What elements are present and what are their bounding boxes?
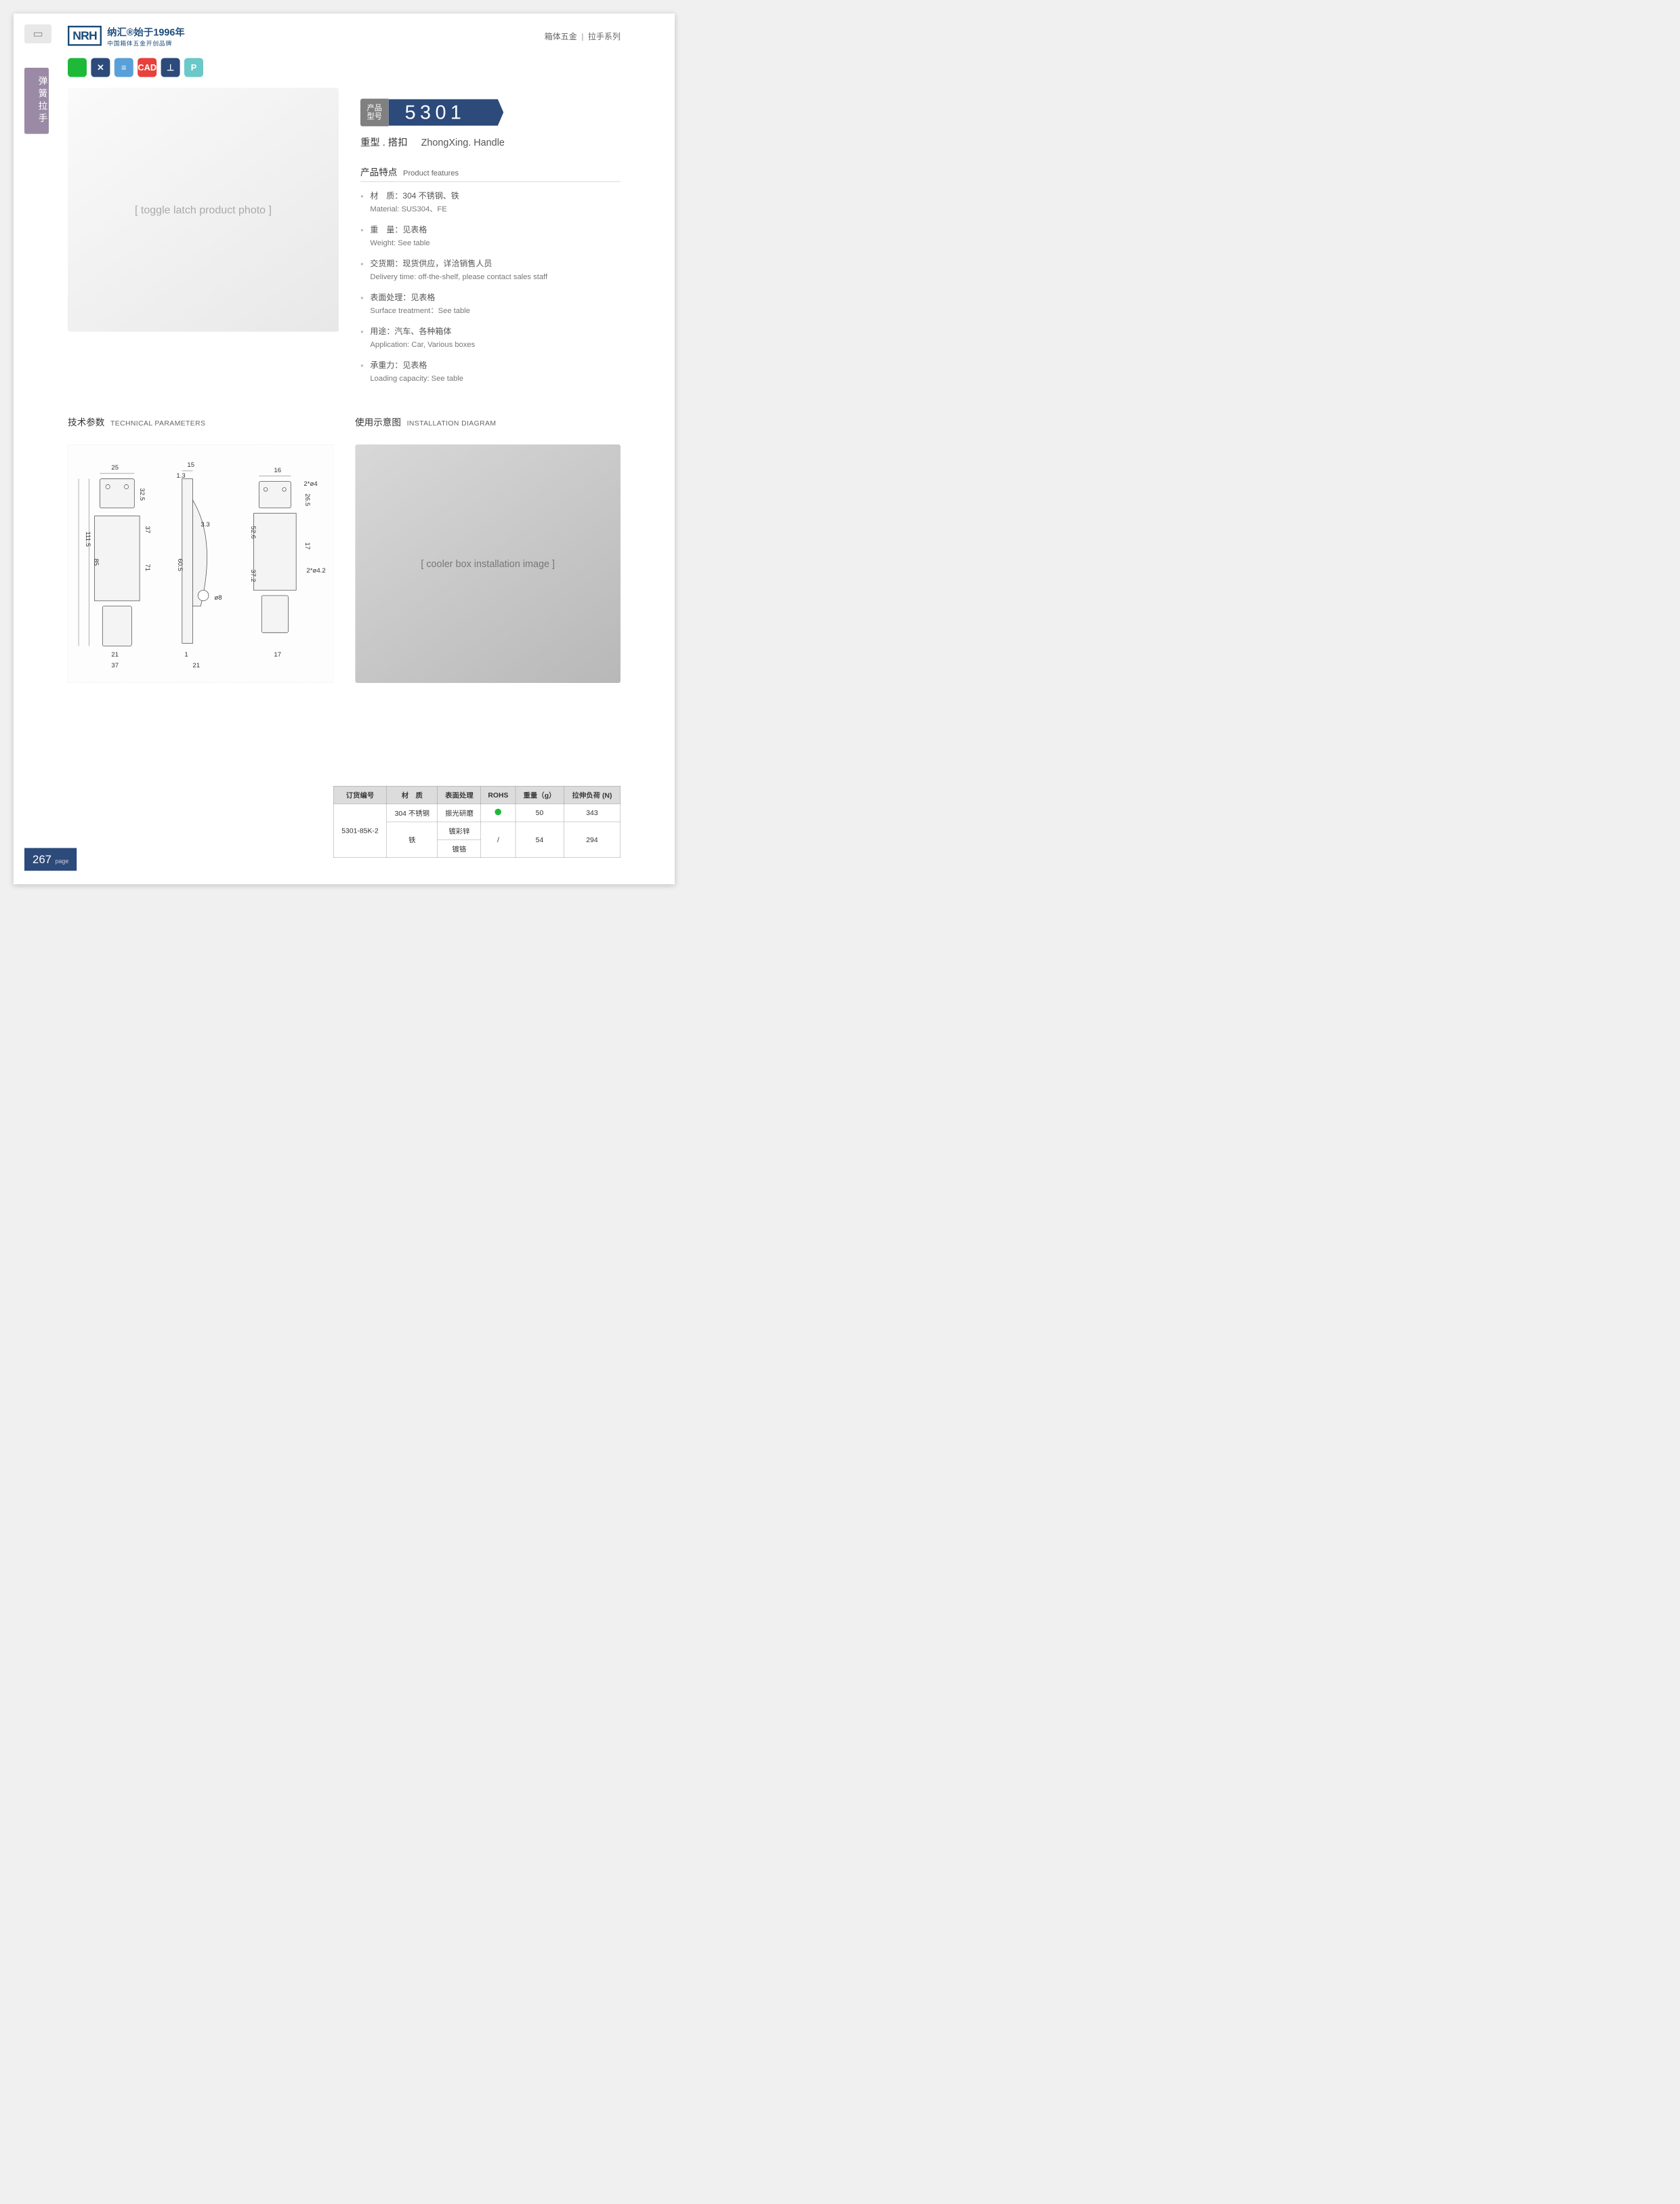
- table-header: 订货编号: [333, 786, 387, 804]
- dim-25: 25: [111, 463, 119, 471]
- logo-area: NRH 纳汇®始于1996年 中国箱体五金开创品牌: [68, 24, 185, 47]
- dim-37a: 37: [144, 526, 151, 533]
- category-label: 箱体五金: [545, 33, 577, 41]
- header: NRH 纳汇®始于1996年 中国箱体五金开创品牌 箱体五金 | 拉手系列: [14, 14, 675, 53]
- corner-icon: ▭: [24, 24, 51, 43]
- install-diagram-title: 使用示意图 INSTALLATION DIAGRAM: [355, 415, 621, 428]
- feature-icon-row: ✕≡ CAD ⊥P: [14, 53, 675, 88]
- dim-17a: 17: [303, 542, 311, 549]
- feature-icon: CAD: [138, 58, 156, 77]
- brand-tagline: 中国箱体五金开创品牌: [107, 39, 185, 47]
- feature-icon: ⊥: [161, 58, 180, 77]
- product-photo: [ toggle latch product photo ]: [68, 88, 339, 332]
- dim-71: 71: [144, 564, 151, 571]
- model-row: 产品 型号 5301: [360, 99, 621, 127]
- dim-1-3: 1.3: [176, 472, 185, 479]
- table-header: 拉伸负荷 (N): [564, 786, 621, 804]
- dim-2phi4-2: 2*ø4.2: [306, 566, 325, 574]
- dim-21b: 21: [192, 661, 200, 669]
- product-info: 产品 型号 5301 重型 . 搭扣 ZhongXing. Handle 产品特…: [360, 88, 621, 394]
- model-number: 5301: [389, 99, 504, 125]
- table-header: 重量（g）: [516, 786, 564, 804]
- dim-52-6: 52.6: [249, 526, 257, 539]
- list-item: 表面处理：见表格Surface treatment：See table: [360, 291, 621, 316]
- dim-37-2: 37.2: [249, 569, 257, 582]
- list-item: 重 量：见表格Weight: See table: [360, 224, 621, 248]
- logo-mark: NRH: [68, 26, 102, 46]
- feature-list: 材 质：304 不锈钢、铁Material: SUS304、FE 重 量：见表格W…: [360, 190, 621, 383]
- technical-drawing: 25 32.5 111.5 85 37 71 21 37 15 1.3 3.3 …: [68, 444, 333, 683]
- spec-table: 订货编号材 质表面处理ROHS重量（g）拉伸负荷 (N) 5301-85K-23…: [333, 786, 621, 858]
- dim-17b: 17: [274, 650, 281, 658]
- dim-21a: 21: [111, 650, 119, 658]
- dim-1: 1: [184, 650, 188, 658]
- table-row: 5301-85K-2304 不锈钢振光研磨50343: [333, 804, 621, 821]
- table-header: 表面处理: [438, 786, 481, 804]
- list-item: 承重力：见表格Loading capacity: See table: [360, 359, 621, 383]
- breadcrumb: 箱体五金 | 拉手系列: [545, 30, 621, 42]
- catalog-page: ▭ 弹簧拉手 NRH 纳汇®始于1996年 中国箱体五金开创品牌 箱体五金 | …: [14, 14, 675, 884]
- feature-icon: P: [184, 58, 203, 77]
- tech-params-title: 技术参数 TECHNICAL PARAMETERS: [68, 415, 333, 428]
- list-item: 交货期：现货供应，详洽销售人员Delivery time: off-the-sh…: [360, 257, 621, 282]
- feature-icon: ✕: [91, 58, 110, 77]
- product-subtitle: 重型 . 搭扣 ZhongXing. Handle: [360, 134, 621, 148]
- page-number: 267 page: [24, 848, 77, 871]
- dim-60-5: 60.5: [176, 558, 184, 571]
- table-body: 5301-85K-2304 不锈钢振光研磨50343铁镀彩锌/54294镀铬: [333, 804, 621, 857]
- features-title: 产品特点 Product features: [360, 165, 621, 182]
- dim-16: 16: [274, 466, 281, 474]
- list-item: 用途：汽车、各种箱体Application: Car, Various boxe…: [360, 325, 621, 350]
- feature-icon: [68, 58, 87, 77]
- dim-3-3: 3.3: [201, 520, 209, 528]
- dim-2phi4: 2*ø4: [303, 480, 317, 487]
- side-tab: 弹簧拉手: [24, 68, 49, 134]
- series-label: 拉手系列: [588, 33, 621, 41]
- list-item: 材 质：304 不锈钢、铁Material: SUS304、FE: [360, 190, 621, 214]
- dim-26-5: 26.5: [303, 493, 311, 506]
- feature-icon: ≡: [114, 58, 133, 77]
- table-header: 材 质: [387, 786, 438, 804]
- dim-32-5: 32.5: [138, 488, 146, 501]
- table-header-row: 订货编号材 质表面处理ROHS重量（g）拉伸负荷 (N): [333, 786, 621, 804]
- dim-37b: 37: [111, 661, 119, 669]
- brand-name: 纳汇®始于1996年: [107, 24, 185, 39]
- dim-85: 85: [92, 558, 100, 566]
- dim-phi8: ø8: [214, 594, 222, 601]
- model-label: 产品 型号: [360, 99, 389, 127]
- table-header: ROHS: [481, 786, 516, 804]
- dim-15: 15: [187, 461, 194, 468]
- installation-photo: [ cooler box installation image ]: [355, 444, 621, 683]
- dim-111-5: 111.5: [84, 531, 91, 547]
